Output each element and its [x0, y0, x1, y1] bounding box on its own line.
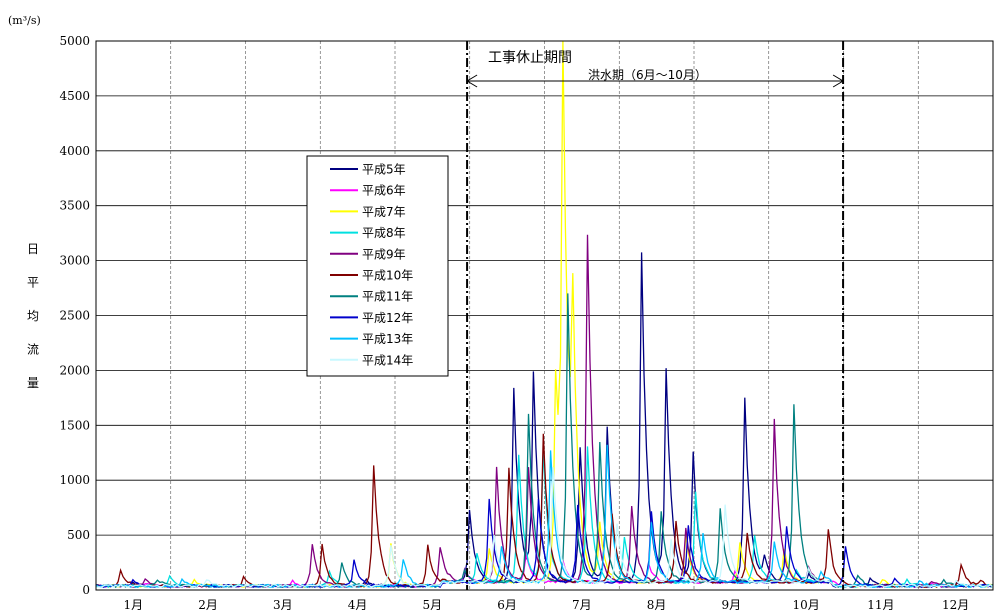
- legend-entry-label: 平成5年: [362, 163, 406, 177]
- suspension-period-markers: [466, 41, 845, 590]
- y-axis-label-char: 流: [27, 343, 39, 357]
- y-tick-label: 3500: [59, 199, 90, 213]
- legend-entry-label: 平成14年: [362, 353, 413, 367]
- y-tick-label: 1000: [59, 473, 90, 487]
- y-tick-label: 2500: [59, 309, 90, 323]
- arrow-head-right: [832, 74, 845, 88]
- plot-frame: [95, 40, 994, 591]
- x-tick-label: 5月: [423, 598, 443, 612]
- y-unit-label: (m³/s): [8, 14, 41, 27]
- suspension-period-label: 工事休止期間: [488, 50, 572, 66]
- axes: 0 500 1000 1500 2000 2500 3000 3500 4000 4500 5000…: [27, 34, 969, 612]
- x-tick-label: 12月: [942, 598, 969, 612]
- x-tick-label: 7月: [572, 598, 592, 612]
- y-tick-label: 4000: [59, 144, 90, 158]
- arrow-head-left: [466, 74, 478, 88]
- legend-entry-label: 平成7年: [362, 205, 406, 219]
- legend-entry-label: 平成6年: [362, 184, 406, 198]
- legend-entry-label: 平成8年: [362, 226, 406, 240]
- legend-entry-label: 平成9年: [362, 247, 406, 261]
- x-tick-label: 4月: [348, 598, 368, 612]
- y-axis-label-char: 量: [27, 376, 39, 390]
- y-tick-label: 0: [82, 583, 90, 597]
- x-tick-label: 10月: [792, 598, 819, 612]
- y-tick-label: 500: [67, 528, 90, 542]
- x-tick-label: 8月: [647, 598, 667, 612]
- legend-entry-label: 平成13年: [362, 332, 413, 346]
- plot-border: [95, 40, 994, 591]
- x-tick-label: 6月: [497, 598, 517, 612]
- y-tick-label: 1500: [59, 418, 90, 432]
- legend-entry-label: 平成11年: [362, 290, 413, 304]
- legend-entry-label: 平成10年: [362, 269, 413, 283]
- series-line: [95, 433, 994, 589]
- y-tick-label: 4500: [59, 89, 90, 103]
- flood-season-label: 洪水期（6月～10月）: [588, 68, 707, 82]
- x-tick-label: 1月: [124, 598, 144, 612]
- y-tick-label: 5000: [59, 34, 90, 48]
- legend: 平成5年平成6年平成7年平成8年平成9年平成10年平成11年平成12年平成13年…: [306, 155, 449, 377]
- x-tick-label: 3月: [273, 598, 293, 612]
- y-axis-label-char: 日: [27, 242, 39, 256]
- x-tick-label: 9月: [722, 598, 742, 612]
- y-axis-label-char: 平: [27, 276, 39, 290]
- x-tick-label: 11月: [867, 598, 894, 612]
- y-tick-label: 2000: [59, 363, 90, 377]
- y-tick-label: 3000: [59, 254, 90, 268]
- y-axis-label-char: 均: [27, 309, 39, 323]
- grid-lines: [96, 40, 993, 591]
- legend-entry-label: 平成12年: [362, 311, 413, 325]
- x-tick-label: 2月: [198, 598, 218, 612]
